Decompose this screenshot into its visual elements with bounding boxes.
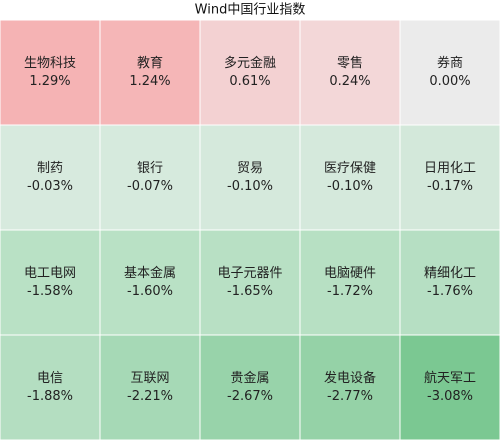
tile-name: 零售: [337, 55, 363, 71]
tile-value: -3.08%: [427, 389, 473, 404]
tile-name: 生物科技: [24, 56, 76, 71]
tile: [200, 230, 300, 335]
tile-value: -0.17%: [427, 179, 473, 194]
tile: [100, 230, 200, 335]
tile: [200, 125, 300, 230]
tile-name: 基本金属: [124, 265, 176, 281]
tile: [300, 335, 400, 440]
tile-value: -1.72%: [327, 284, 373, 299]
tile-name: 电脑硬件: [324, 266, 376, 281]
tile-name: 电工电网: [24, 266, 76, 281]
tile-name: 医疗保健: [324, 161, 376, 176]
tile-value: 0.61%: [229, 74, 270, 89]
tile-name: 教育: [137, 55, 163, 71]
tile: [100, 335, 200, 440]
tile-name: 精细化工: [424, 266, 476, 281]
tile-value: -1.58%: [27, 284, 73, 299]
tile: [400, 230, 500, 335]
tile-value: -1.65%: [227, 284, 273, 299]
tile-name: 互联网: [130, 371, 169, 386]
tile-name: 银行: [137, 161, 163, 176]
tile-name: 贵金属: [230, 370, 269, 386]
tile-value: -2.77%: [327, 389, 373, 404]
tile: [300, 230, 400, 335]
tile: [200, 20, 300, 125]
tile: [100, 20, 200, 125]
tile: [400, 335, 500, 440]
tile-name: 贸易: [237, 161, 263, 176]
tile-value: 0.24%: [329, 74, 370, 89]
tile-value: -0.03%: [27, 179, 73, 194]
tile: [0, 230, 100, 335]
tile-value: -2.67%: [227, 389, 273, 404]
tile: [300, 125, 400, 230]
tile-value: -0.07%: [127, 179, 173, 194]
tile-name: 发电设备: [324, 370, 376, 386]
tile: [200, 335, 300, 440]
tile-value: -1.88%: [27, 389, 73, 404]
tile-value: -2.21%: [127, 389, 173, 404]
tile-name: 券商: [437, 55, 463, 71]
tile-value: 1.29%: [29, 74, 70, 89]
tile-value: 0.00%: [429, 74, 470, 89]
tile-name: 航天军工: [424, 370, 476, 386]
tile: [0, 335, 100, 440]
tile-name: 日用化工: [424, 161, 476, 176]
tile-name: 电子元器件: [217, 266, 282, 281]
chart-title: Wind中国行业指数: [195, 3, 306, 18]
tile-value: -0.10%: [327, 179, 373, 194]
tile: [300, 20, 400, 125]
tile: [400, 20, 500, 125]
tile: [100, 125, 200, 230]
tile-value: -1.76%: [427, 284, 473, 299]
tile: [0, 20, 100, 125]
tile-value: -1.60%: [127, 284, 173, 299]
tile-name: 制药: [37, 161, 63, 176]
tile-name: 电信: [37, 371, 63, 386]
tile-name: 多元金融: [224, 55, 276, 71]
tile: [0, 125, 100, 230]
tile: [400, 125, 500, 230]
tile-value: -0.10%: [227, 179, 273, 194]
tile-value: 1.24%: [129, 74, 170, 89]
